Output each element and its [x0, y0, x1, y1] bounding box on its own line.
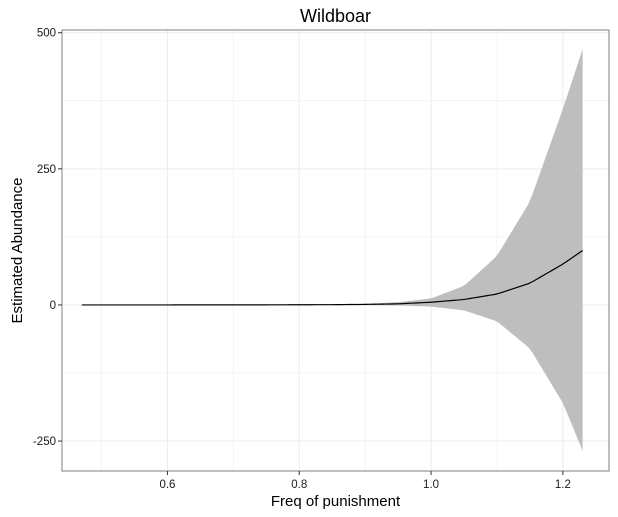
x-tick-label: 0.8 [291, 479, 307, 491]
y-tick-label: 250 [37, 164, 56, 176]
y-tick-label: -250 [33, 436, 56, 448]
y-tick-label: 0 [50, 300, 56, 312]
y-axis: -250 0 250 500 [33, 28, 62, 448]
x-axis: 0.6 0.8 1.0 1.2 [159, 471, 571, 491]
confidence-band [81, 49, 583, 451]
chart-title: Wildboar [300, 6, 371, 26]
panel-border [61, 29, 610, 472]
x-tick-label: 0.6 [159, 479, 175, 491]
y-axis-title: Estimated Abundance [9, 178, 26, 324]
x-tick-label: 1.2 [555, 479, 571, 491]
x-tick-label: 1.0 [423, 479, 439, 491]
abundance-line [81, 250, 583, 306]
y-tick-label: 500 [37, 28, 56, 40]
x-axis-title: Freq of punishment [271, 493, 401, 510]
